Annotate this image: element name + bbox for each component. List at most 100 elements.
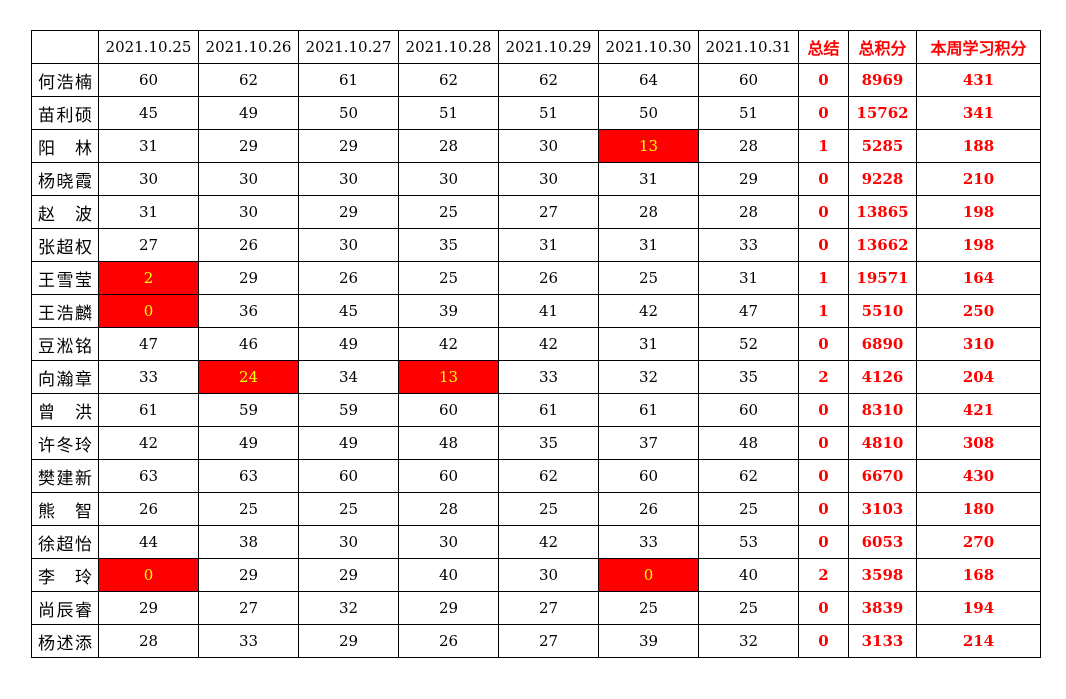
daily-score-cell: 47 <box>698 294 799 328</box>
daily-score-cell: 45 <box>298 294 399 328</box>
daily-score-cell: 62 <box>198 63 299 97</box>
total-points-cell: 6670 <box>848 459 917 493</box>
daily-score-cell: 48 <box>398 426 499 460</box>
student-name-cell: 豆淞铭 <box>31 327 99 361</box>
daily-score-cell: 35 <box>398 228 499 262</box>
summary-cell: 0 <box>798 96 849 130</box>
daily-score-cell: 38 <box>198 525 299 559</box>
daily-score-cell: 60 <box>398 459 499 493</box>
daily-score-cell: 27 <box>498 195 599 229</box>
daily-score-cell: 27 <box>98 228 199 262</box>
student-name-cell: 王雪莹 <box>31 261 99 295</box>
weekly-points-cell: 188 <box>916 129 1041 163</box>
daily-score-cell: 28 <box>398 492 499 526</box>
daily-score-cell: 30 <box>198 195 299 229</box>
student-name-cell: 樊建新 <box>31 459 99 493</box>
daily-score-cell-flagged: 13 <box>398 360 499 394</box>
daily-score-cell-flagged: 2 <box>98 261 199 295</box>
summary-cell: 0 <box>798 459 849 493</box>
daily-score-cell: 62 <box>498 63 599 97</box>
daily-score-cell: 25 <box>698 591 799 625</box>
student-name-cell: 杨述添 <box>31 624 99 658</box>
daily-score-cell: 41 <box>498 294 599 328</box>
summary-column-header: 总结 <box>798 30 849 64</box>
daily-score-cell: 51 <box>398 96 499 130</box>
student-name-cell: 尚辰睿 <box>31 591 99 625</box>
daily-score-cell-flagged: 13 <box>598 129 699 163</box>
daily-score-cell: 49 <box>298 327 399 361</box>
table-row: 向瀚章 33 24 34 13 33 32 35 2 4126 204 <box>31 360 1041 394</box>
total-points-cell: 19571 <box>848 261 917 295</box>
daily-score-cell: 30 <box>398 525 499 559</box>
daily-score-cell: 25 <box>598 591 699 625</box>
daily-score-cell: 61 <box>598 393 699 427</box>
summary-cell: 2 <box>798 558 849 592</box>
daily-score-cell: 30 <box>498 558 599 592</box>
daily-score-cell: 62 <box>698 459 799 493</box>
weekly-points-cell: 214 <box>916 624 1041 658</box>
weekly-points-cell: 250 <box>916 294 1041 328</box>
total-points-cell: 3598 <box>848 558 917 592</box>
weekly-points-cell: 270 <box>916 525 1041 559</box>
daily-score-cell: 27 <box>498 624 599 658</box>
daily-score-cell: 63 <box>98 459 199 493</box>
daily-score-cell: 49 <box>198 426 299 460</box>
summary-cell: 2 <box>798 360 849 394</box>
daily-score-cell-flagged: 24 <box>198 360 299 394</box>
daily-score-cell: 26 <box>298 261 399 295</box>
table-row: 阳 林 31 29 29 28 30 13 28 1 5285 188 <box>31 129 1041 163</box>
daily-score-cell: 29 <box>198 558 299 592</box>
daily-score-cell: 61 <box>98 393 199 427</box>
total-points-cell: 4810 <box>848 426 917 460</box>
daily-score-cell: 36 <box>198 294 299 328</box>
daily-score-cell: 25 <box>198 492 299 526</box>
daily-score-cell: 60 <box>698 63 799 97</box>
daily-score-cell: 29 <box>298 129 399 163</box>
weekly-points-cell: 194 <box>916 591 1041 625</box>
daily-score-cell: 28 <box>698 195 799 229</box>
daily-score-cell: 26 <box>198 228 299 262</box>
total-points-cell: 4126 <box>848 360 917 394</box>
daily-score-cell: 30 <box>298 162 399 196</box>
daily-score-cell: 42 <box>498 525 599 559</box>
weekly-points-cell: 310 <box>916 327 1041 361</box>
daily-score-cell: 30 <box>298 228 399 262</box>
summary-cell: 0 <box>798 525 849 559</box>
student-name-cell: 徐超怡 <box>31 525 99 559</box>
daily-score-cell: 52 <box>698 327 799 361</box>
summary-cell: 1 <box>798 294 849 328</box>
table-row: 苗利硕 45 49 50 51 51 50 51 0 15762 341 <box>31 96 1041 130</box>
student-name-cell: 向瀚章 <box>31 360 99 394</box>
daily-score-cell: 62 <box>398 63 499 97</box>
weekly-points-cell: 421 <box>916 393 1041 427</box>
daily-score-cell: 39 <box>598 624 699 658</box>
date-column-header: 2021.10.30 <box>598 30 699 64</box>
daily-score-cell: 35 <box>698 360 799 394</box>
daily-score-cell: 42 <box>98 426 199 460</box>
daily-score-cell: 26 <box>498 261 599 295</box>
weekly-points-cell: 341 <box>916 96 1041 130</box>
weekly-points-cell: 164 <box>916 261 1041 295</box>
daily-score-cell: 39 <box>398 294 499 328</box>
daily-score-cell: 40 <box>398 558 499 592</box>
date-column-header: 2021.10.31 <box>698 30 799 64</box>
summary-column-header: 总积分 <box>848 30 917 64</box>
daily-score-cell: 64 <box>598 63 699 97</box>
weekly-points-cell: 198 <box>916 228 1041 262</box>
total-points-cell: 3103 <box>848 492 917 526</box>
total-points-cell: 8310 <box>848 393 917 427</box>
daily-score-cell: 33 <box>98 360 199 394</box>
daily-score-cell: 61 <box>498 393 599 427</box>
daily-score-cell: 59 <box>298 393 399 427</box>
summary-cell: 0 <box>798 63 849 97</box>
date-column-header: 2021.10.25 <box>98 30 199 64</box>
daily-score-cell: 29 <box>298 558 399 592</box>
daily-score-cell: 28 <box>398 129 499 163</box>
table-row: 尚辰睿 29 27 32 29 27 25 25 0 3839 194 <box>31 591 1041 625</box>
daily-score-cell: 42 <box>498 327 599 361</box>
table-row: 张超权 27 26 30 35 31 31 33 0 13662 198 <box>31 228 1041 262</box>
total-points-cell: 5285 <box>848 129 917 163</box>
daily-score-cell: 31 <box>698 261 799 295</box>
daily-score-cell: 29 <box>198 129 299 163</box>
daily-score-cell: 29 <box>398 591 499 625</box>
